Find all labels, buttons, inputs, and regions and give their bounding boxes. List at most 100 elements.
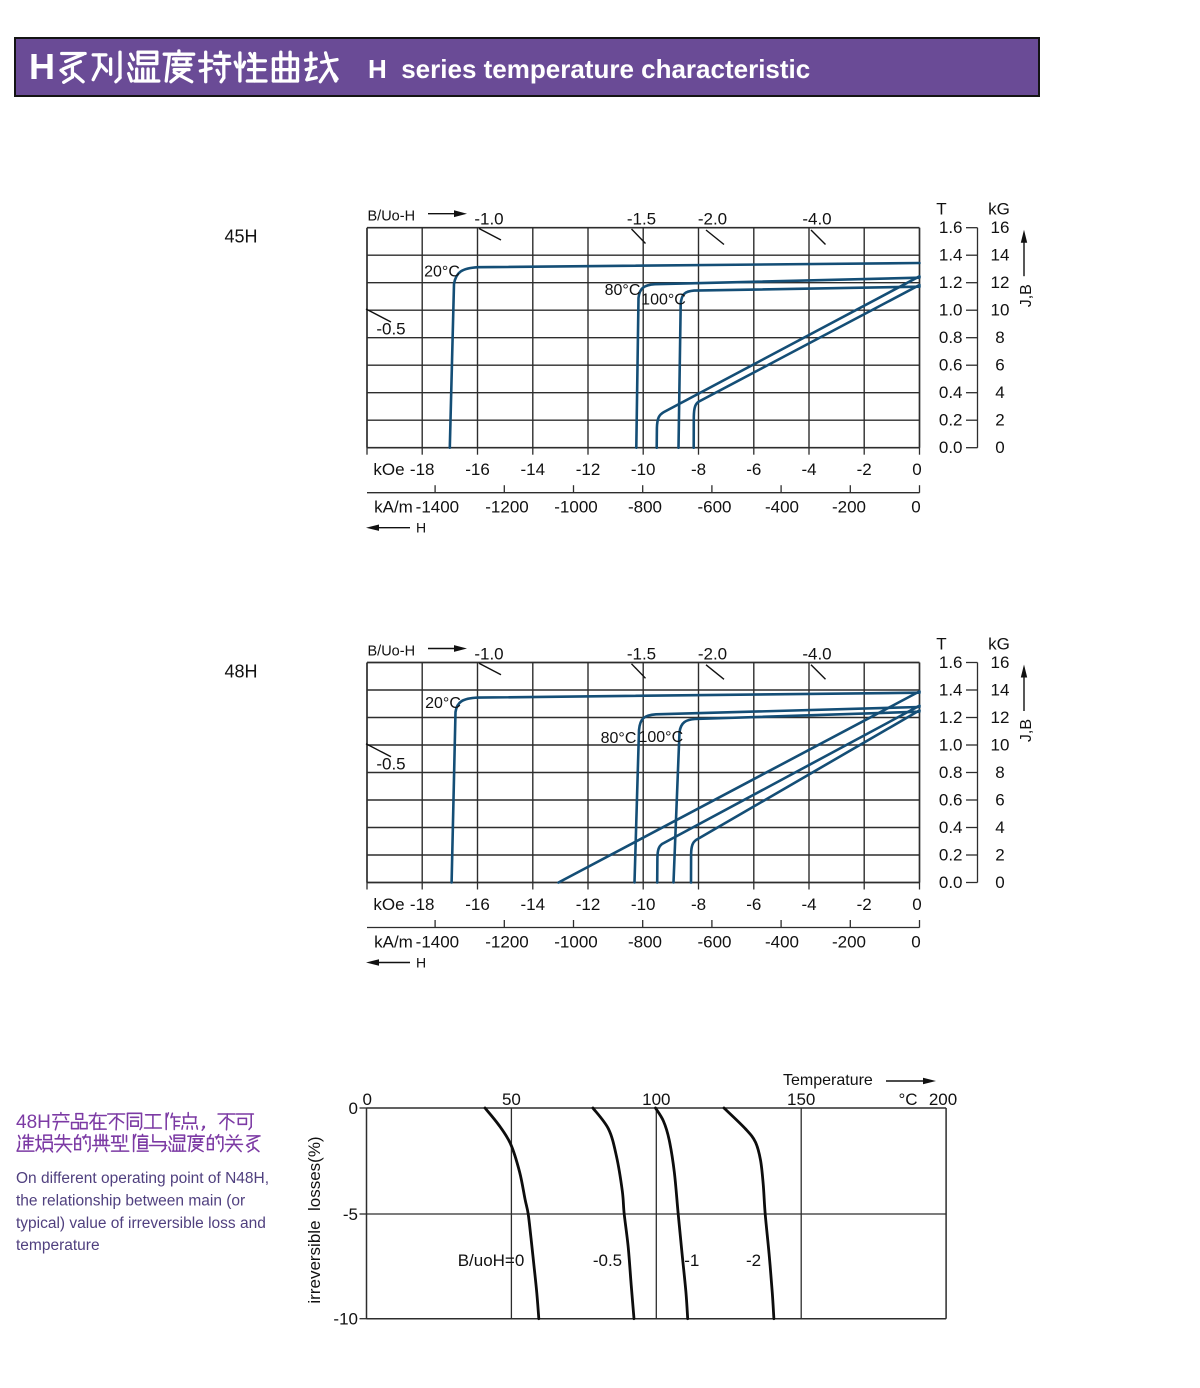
svg-text:-800: -800 — [628, 498, 662, 517]
svg-text:0.4: 0.4 — [939, 383, 963, 402]
svg-text:-2: -2 — [746, 1251, 761, 1270]
svg-text:-6: -6 — [746, 460, 761, 479]
svg-text:B/Uo-H: B/Uo-H — [368, 209, 416, 225]
svg-text:-16: -16 — [465, 895, 490, 914]
svg-text:0.6: 0.6 — [939, 356, 963, 375]
svg-text:8: 8 — [995, 763, 1004, 782]
svg-text:-1.0: -1.0 — [474, 210, 503, 229]
svg-text:1.6: 1.6 — [939, 653, 963, 672]
svg-text:-1200: -1200 — [485, 498, 528, 517]
svg-text:0.8: 0.8 — [939, 328, 963, 347]
svg-text:0: 0 — [362, 1090, 371, 1109]
svg-text:100: 100 — [642, 1090, 670, 1109]
svg-text:kOe: kOe — [373, 895, 404, 914]
svg-text:10: 10 — [991, 736, 1010, 755]
svg-text:-200: -200 — [832, 498, 866, 517]
svg-text:On different operating point o: On different operating point of N48H, — [16, 1170, 269, 1187]
svg-text:-200: -200 — [832, 933, 866, 952]
svg-text:1.0: 1.0 — [939, 736, 963, 755]
svg-text:-10: -10 — [631, 895, 656, 914]
svg-text:-0.5: -0.5 — [593, 1251, 622, 1270]
svg-text:the relationship between main: the relationship between main (or — [16, 1192, 245, 1209]
svg-text:8: 8 — [995, 328, 1004, 347]
svg-text:-600: -600 — [697, 498, 731, 517]
svg-text:-400: -400 — [765, 498, 799, 517]
svg-text:-16: -16 — [465, 460, 490, 479]
svg-text:-1.5: -1.5 — [627, 210, 656, 229]
svg-text:-2: -2 — [857, 895, 872, 914]
svg-text:-800: -800 — [628, 933, 662, 952]
svg-text:6: 6 — [995, 791, 1004, 810]
svg-text:1.2: 1.2 — [939, 708, 963, 727]
svg-text:16: 16 — [991, 218, 1010, 237]
svg-text:80°C: 80°C — [605, 282, 641, 299]
svg-text:-8: -8 — [691, 460, 706, 479]
svg-text:0.2: 0.2 — [939, 846, 963, 865]
svg-text:-0.5: -0.5 — [376, 320, 405, 339]
svg-text:J,B: J,B — [1018, 719, 1035, 742]
svg-text:-1.0: -1.0 — [474, 645, 503, 664]
svg-text:100°C: 100°C — [641, 292, 686, 309]
svg-text:0: 0 — [912, 895, 921, 914]
svg-text:-4.0: -4.0 — [802, 645, 831, 664]
svg-text:1.4: 1.4 — [939, 681, 963, 700]
svg-text:-10: -10 — [333, 1310, 358, 1329]
svg-text:kG: kG — [988, 635, 1010, 654]
svg-text:0: 0 — [995, 438, 1004, 457]
svg-text:T: T — [936, 200, 946, 219]
svg-text:4: 4 — [995, 818, 1004, 837]
svg-text:0.8: 0.8 — [939, 763, 963, 782]
svg-text:-10: -10 — [631, 460, 656, 479]
svg-text:H: H — [416, 520, 426, 536]
svg-text:J,B: J,B — [1018, 284, 1035, 307]
svg-text:-2.0: -2.0 — [698, 645, 727, 664]
svg-text:20°C: 20°C — [425, 695, 461, 712]
svg-text:-14: -14 — [521, 460, 546, 479]
svg-text:H series temperature characte: H series temperature characteristic — [368, 54, 810, 84]
svg-text:6: 6 — [995, 356, 1004, 375]
svg-text:B/Uo-H: B/Uo-H — [368, 644, 416, 660]
svg-text:20°C: 20°C — [424, 264, 460, 281]
svg-text:-14: -14 — [521, 895, 546, 914]
svg-text:-1.5: -1.5 — [627, 645, 656, 664]
svg-text:150: 150 — [787, 1090, 815, 1109]
svg-text:4: 4 — [995, 383, 1004, 402]
svg-text:0: 0 — [995, 873, 1004, 892]
svg-text:-1000: -1000 — [554, 498, 597, 517]
svg-text:temperature: temperature — [16, 1237, 100, 1254]
svg-text:-4: -4 — [801, 460, 816, 479]
svg-text:-18: -18 — [410, 895, 435, 914]
svg-text:-1200: -1200 — [485, 933, 528, 952]
svg-text:0.6: 0.6 — [939, 791, 963, 810]
svg-text:irreversible losses(%): irreversible losses(%) — [305, 1136, 324, 1303]
svg-text:kOe: kOe — [373, 460, 404, 479]
svg-text:-400: -400 — [765, 933, 799, 952]
svg-text:100°C: 100°C — [638, 729, 683, 746]
svg-text:0: 0 — [912, 460, 921, 479]
svg-text:2: 2 — [995, 411, 1004, 430]
svg-text:0.0: 0.0 — [939, 873, 963, 892]
svg-text:0: 0 — [911, 933, 920, 952]
svg-text:H: H — [29, 46, 55, 87]
svg-text:0: 0 — [349, 1099, 358, 1118]
svg-text:kA/m: kA/m — [374, 933, 413, 952]
svg-text:-8: -8 — [691, 895, 706, 914]
svg-text:1.2: 1.2 — [939, 273, 963, 292]
svg-text:-5: -5 — [343, 1205, 358, 1224]
svg-text:kA/m: kA/m — [374, 498, 413, 517]
svg-text:-12: -12 — [576, 460, 601, 479]
svg-text:48H: 48H — [224, 662, 257, 682]
svg-text:50: 50 — [502, 1090, 521, 1109]
svg-text:1.0: 1.0 — [939, 301, 963, 320]
svg-text:-4: -4 — [801, 895, 816, 914]
svg-text:-2.0: -2.0 — [698, 210, 727, 229]
svg-text:1.6: 1.6 — [939, 218, 963, 237]
svg-text:-6: -6 — [746, 895, 761, 914]
svg-text:200: 200 — [929, 1090, 957, 1109]
svg-text:-1000: -1000 — [554, 933, 597, 952]
svg-text:0: 0 — [911, 498, 920, 517]
svg-text:T: T — [936, 635, 946, 654]
svg-text:12: 12 — [991, 708, 1010, 727]
svg-text:1.4: 1.4 — [939, 246, 963, 265]
svg-text:-1400: -1400 — [416, 933, 459, 952]
